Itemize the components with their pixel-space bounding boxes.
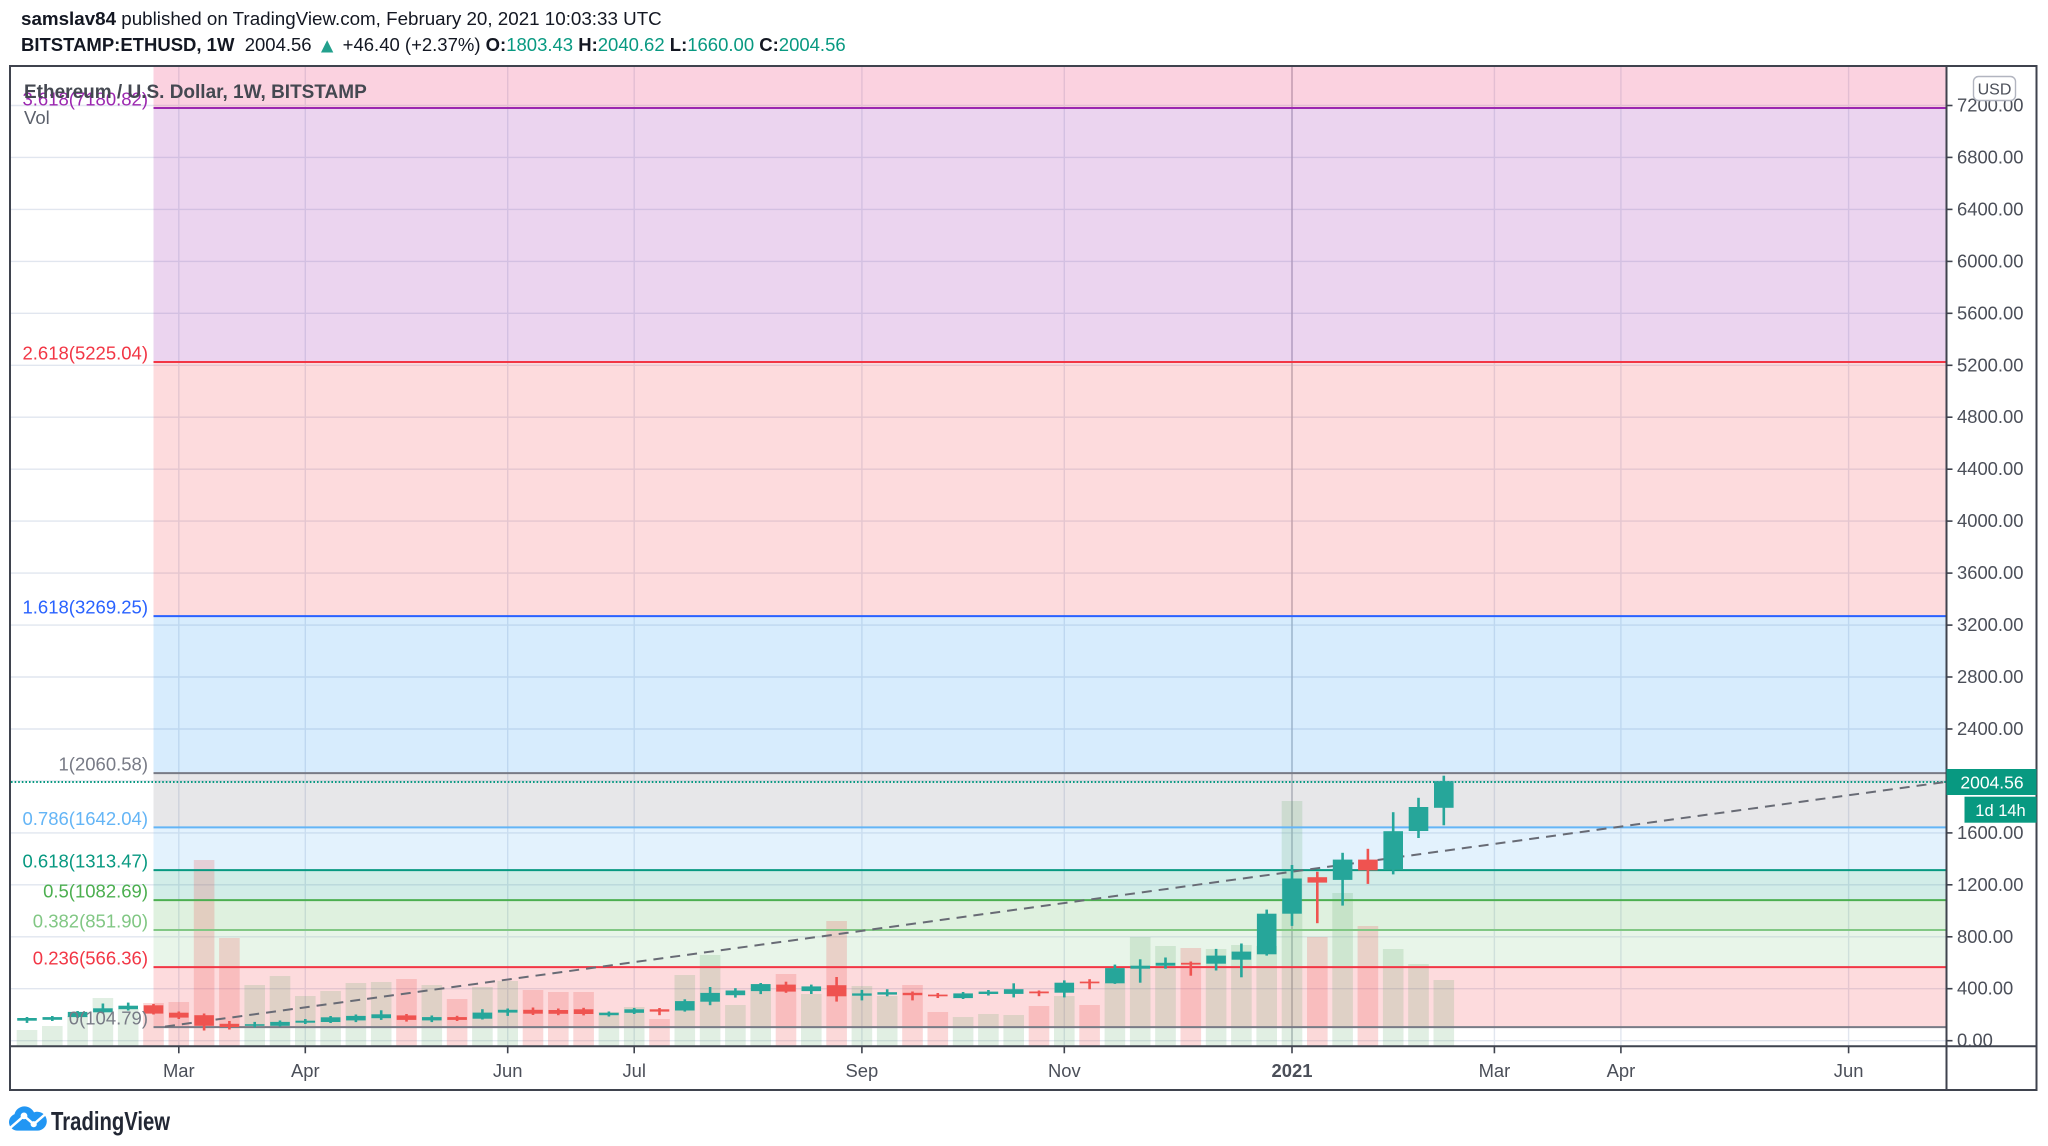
svg-text:1200.00: 1200.00 <box>1957 874 2023 895</box>
svg-text:6000.00: 6000.00 <box>1957 250 2023 271</box>
svg-text:1(2060.58): 1(2060.58) <box>59 754 148 775</box>
svg-text:Nov: Nov <box>1048 1060 1082 1081</box>
svg-text:0.786(1642.04): 0.786(1642.04) <box>23 808 149 829</box>
svg-text:0(104.79): 0(104.79) <box>69 1008 148 1029</box>
svg-text:2.618(5225.04): 2.618(5225.04) <box>23 343 149 364</box>
svg-text:400.00: 400.00 <box>1957 978 2013 999</box>
svg-text:4800.00: 4800.00 <box>1957 406 2023 427</box>
svg-text:4000.00: 4000.00 <box>1957 510 2023 531</box>
svg-text:Mar: Mar <box>1479 1060 1511 1081</box>
svg-text:Mar: Mar <box>163 1060 195 1081</box>
svg-text:Apr: Apr <box>291 1060 320 1081</box>
svg-text:0.00: 0.00 <box>1957 1030 1993 1051</box>
svg-text:Vol: Vol <box>24 107 50 128</box>
svg-text:3.618(7180.82): 3.618(7180.82) <box>23 89 149 110</box>
svg-text:1600.00: 1600.00 <box>1957 822 2023 843</box>
svg-text:3600.00: 3600.00 <box>1957 562 2023 583</box>
svg-text:0.382(851.90): 0.382(851.90) <box>33 911 148 932</box>
svg-text:5200.00: 5200.00 <box>1957 354 2023 375</box>
svg-text:0.618(1313.47): 0.618(1313.47) <box>23 851 149 872</box>
svg-text:0.5(1082.69): 0.5(1082.69) <box>43 881 148 902</box>
svg-text:5600.00: 5600.00 <box>1957 302 2023 323</box>
svg-text:2800.00: 2800.00 <box>1957 666 2023 687</box>
svg-text:2021: 2021 <box>1272 1060 1313 1081</box>
svg-text:2400.00: 2400.00 <box>1957 718 2023 739</box>
svg-text:4400.00: 4400.00 <box>1957 458 2023 479</box>
svg-text:USD: USD <box>1978 82 2012 99</box>
svg-text:Jun: Jun <box>1834 1060 1864 1081</box>
svg-text:Apr: Apr <box>1607 1060 1636 1081</box>
svg-text:3200.00: 3200.00 <box>1957 614 2023 635</box>
svg-text:6400.00: 6400.00 <box>1957 198 2023 219</box>
svg-text:Ethereum / U.S. Dollar, 1W, BI: Ethereum / U.S. Dollar, 1W, BITSTAMP <box>24 82 367 103</box>
svg-text:Jun: Jun <box>493 1060 523 1081</box>
svg-text:0.236(566.36): 0.236(566.36) <box>33 948 148 969</box>
svg-text:1d 14h: 1d 14h <box>1975 802 2025 820</box>
svg-text:2004.56: 2004.56 <box>1960 773 2023 793</box>
svg-text:6800.00: 6800.00 <box>1957 146 2023 167</box>
svg-text:1.618(3269.25): 1.618(3269.25) <box>23 597 149 618</box>
svg-text:Sep: Sep <box>846 1060 879 1081</box>
svg-text:Jul: Jul <box>622 1060 646 1081</box>
svg-text:800.00: 800.00 <box>1957 926 2013 947</box>
